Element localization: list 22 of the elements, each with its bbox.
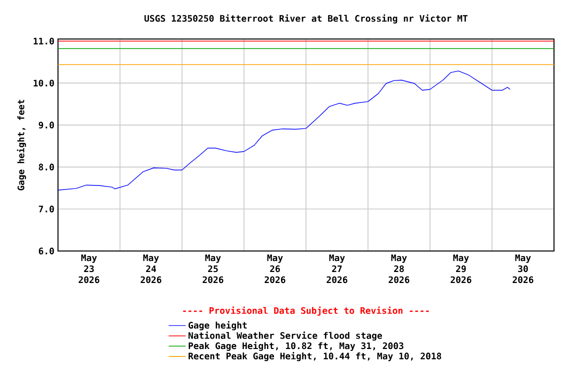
x-tick-label: May 29 2026 xyxy=(450,254,472,284)
legend-label: Peak Gage Height, 10.82 ft, May 31, 2003 xyxy=(188,342,404,351)
x-tick-label: May 24 2026 xyxy=(140,254,162,284)
y-tick-label: 10.0 xyxy=(34,80,54,86)
legend-label: National Weather Service flood stage xyxy=(188,331,382,341)
y-tick-label: 6.0 xyxy=(38,248,54,254)
x-tick-label: May 23 2026 xyxy=(78,254,100,284)
x-tick-label: May 27 2026 xyxy=(326,254,348,284)
y-tick-label: 8.0 xyxy=(38,164,54,170)
x-tick-label: May 28 2026 xyxy=(388,254,410,284)
y-tick-label: 11.0 xyxy=(34,38,54,44)
y-axis-title: Gage height, feet xyxy=(16,100,26,190)
line-series xyxy=(58,70,510,190)
x-tick-label: May 25 2026 xyxy=(202,254,224,284)
text: ---- Provisional Data Subject to Revision ---- xyxy=(183,306,429,316)
legend-label: Gage height xyxy=(188,321,247,330)
chart-title: USGS 12350250 Bitterroot River at Bell Crossing nr Victor MT xyxy=(144,14,468,24)
y-tick-label: 9.0 xyxy=(38,122,54,128)
x-tick-label: May 26 2026 xyxy=(264,254,286,284)
legend-label: Recent Peak Gage Height, 10.44 ft, May 10, 2018 xyxy=(188,352,442,362)
y-tick-label: 7.0 xyxy=(38,206,54,212)
x-tick-label: May 30 2026 xyxy=(512,254,534,284)
